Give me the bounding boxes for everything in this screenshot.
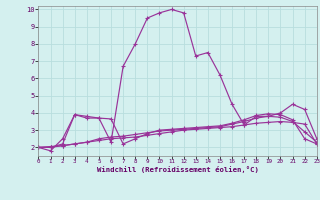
X-axis label: Windchill (Refroidissement éolien,°C): Windchill (Refroidissement éolien,°C) bbox=[97, 166, 259, 173]
